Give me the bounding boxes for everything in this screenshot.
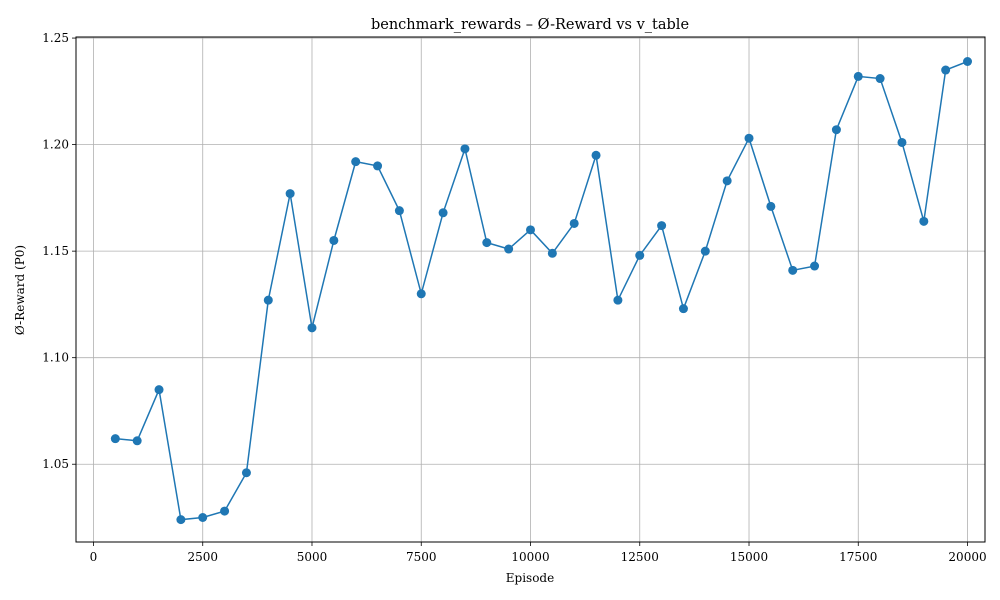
x-tick-label: 7500 <box>406 550 437 564</box>
data-point <box>526 225 535 235</box>
y-tick-label: 1.20 <box>42 138 69 152</box>
y-axis-label: Ø-Reward (P0) <box>13 245 27 335</box>
data-point <box>963 57 973 67</box>
data-point <box>176 515 186 525</box>
data-series <box>110 57 973 525</box>
data-point <box>810 261 820 271</box>
x-axis: 0 2500 5000 7500 10000 12500 15000 17500 20000 <box>90 542 987 564</box>
data-point <box>351 157 361 167</box>
x-tick-label: 15000 <box>730 550 768 564</box>
data-point <box>460 144 470 154</box>
data-point <box>285 189 295 199</box>
data-point <box>482 238 492 248</box>
x-tick-label: 10000 <box>511 550 549 564</box>
data-point <box>700 246 710 256</box>
data-point <box>504 244 514 254</box>
data-point <box>329 235 339 245</box>
data-point <box>198 512 208 522</box>
data-point <box>853 71 863 81</box>
x-tick-label: 5000 <box>297 550 328 564</box>
data-point <box>547 248 557 258</box>
data-point <box>635 250 645 260</box>
data-point <box>416 289 426 299</box>
data-point <box>263 295 273 305</box>
data-point <box>831 125 841 135</box>
data-point <box>438 208 448 218</box>
x-axis-label: Episode <box>506 571 554 585</box>
data-point <box>722 176 732 186</box>
data-point <box>591 150 601 160</box>
y-tick-label: 1.05 <box>42 457 69 471</box>
data-point <box>373 161 383 171</box>
x-tick-label: 17500 <box>839 550 877 564</box>
data-point <box>110 434 120 444</box>
chart-title: benchmark_rewards – Ø-Reward vs v_table <box>371 17 689 33</box>
data-point <box>154 385 164 395</box>
y-tick-label: 1.25 <box>42 31 69 45</box>
data-point <box>788 265 798 275</box>
data-point <box>897 137 907 147</box>
data-point <box>919 216 929 226</box>
data-point <box>766 201 776 211</box>
x-tick-label: 2500 <box>187 550 218 564</box>
data-point <box>569 218 579 228</box>
data-point <box>744 133 754 143</box>
x-tick-label: 12500 <box>621 550 659 564</box>
data-point <box>220 506 230 516</box>
y-tick-label: 1.10 <box>42 351 69 365</box>
x-tick-label: 20000 <box>948 550 986 564</box>
y-tick-label: 1.15 <box>42 244 69 258</box>
data-point <box>241 468 251 478</box>
x-tick-label: 0 <box>90 550 98 564</box>
data-point <box>941 65 951 75</box>
data-point <box>613 295 623 305</box>
data-point <box>657 221 667 231</box>
data-point <box>132 436 142 446</box>
data-point <box>678 304 688 314</box>
series-line <box>115 60 968 521</box>
data-point <box>875 74 885 84</box>
y-axis: 1.05 1.10 1.15 1.20 1.25 <box>42 31 76 471</box>
data-point <box>394 206 404 216</box>
data-point <box>307 323 317 333</box>
